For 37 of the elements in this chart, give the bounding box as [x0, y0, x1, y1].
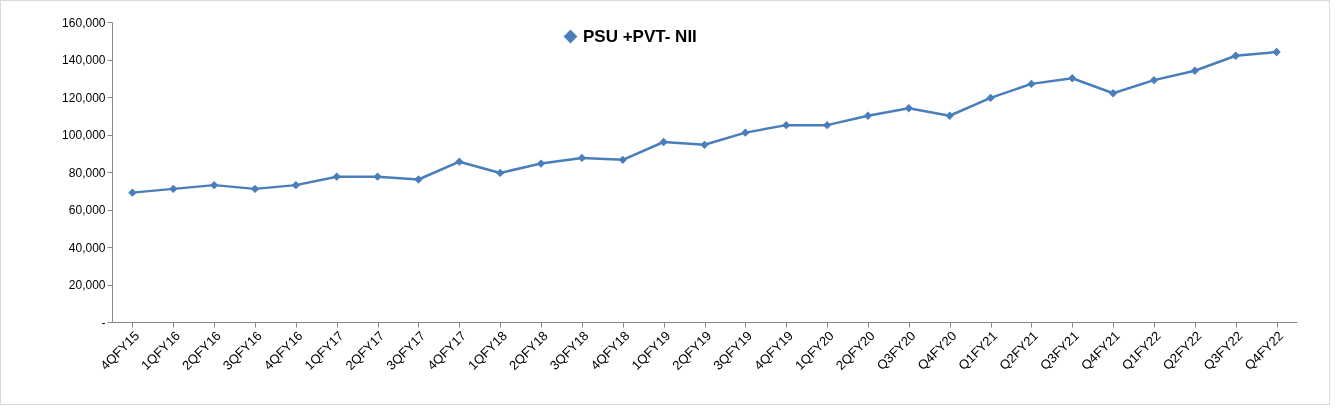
point	[700, 140, 709, 149]
point	[250, 184, 260, 194]
point	[618, 155, 627, 164]
y-tick-label: 80,000	[68, 165, 106, 180]
point	[1190, 66, 1200, 75]
legend-label: PSU +PVT- NII	[583, 26, 697, 46]
point	[1108, 89, 1118, 98]
point	[782, 120, 791, 130]
point	[986, 93, 995, 103]
point	[741, 128, 750, 137]
point	[291, 180, 301, 190]
point	[496, 168, 505, 178]
y-tick-label: 140,000	[62, 53, 106, 67]
point	[455, 157, 464, 166]
point	[1068, 74, 1077, 83]
point	[128, 188, 137, 197]
y-tick-label: 120,000	[62, 90, 106, 105]
y-tick-label: 40,000	[68, 240, 106, 255]
y-tick-label: 20,000	[68, 278, 106, 292]
point	[1149, 75, 1159, 85]
y-tick-label: 100,000	[62, 128, 106, 142]
y-tick-label: 160,000	[62, 15, 106, 30]
y-tick-label: 60,000	[68, 203, 106, 217]
point	[1027, 79, 1036, 89]
point	[536, 159, 546, 168]
point	[373, 172, 382, 181]
point	[209, 180, 219, 190]
point	[169, 184, 178, 194]
y-tick-label: -	[101, 315, 106, 330]
point	[659, 137, 668, 147]
point	[332, 172, 341, 181]
point	[945, 111, 954, 120]
point	[863, 111, 873, 120]
point	[1272, 47, 1281, 57]
point	[1231, 51, 1240, 60]
point	[904, 104, 913, 113]
point	[414, 175, 423, 184]
